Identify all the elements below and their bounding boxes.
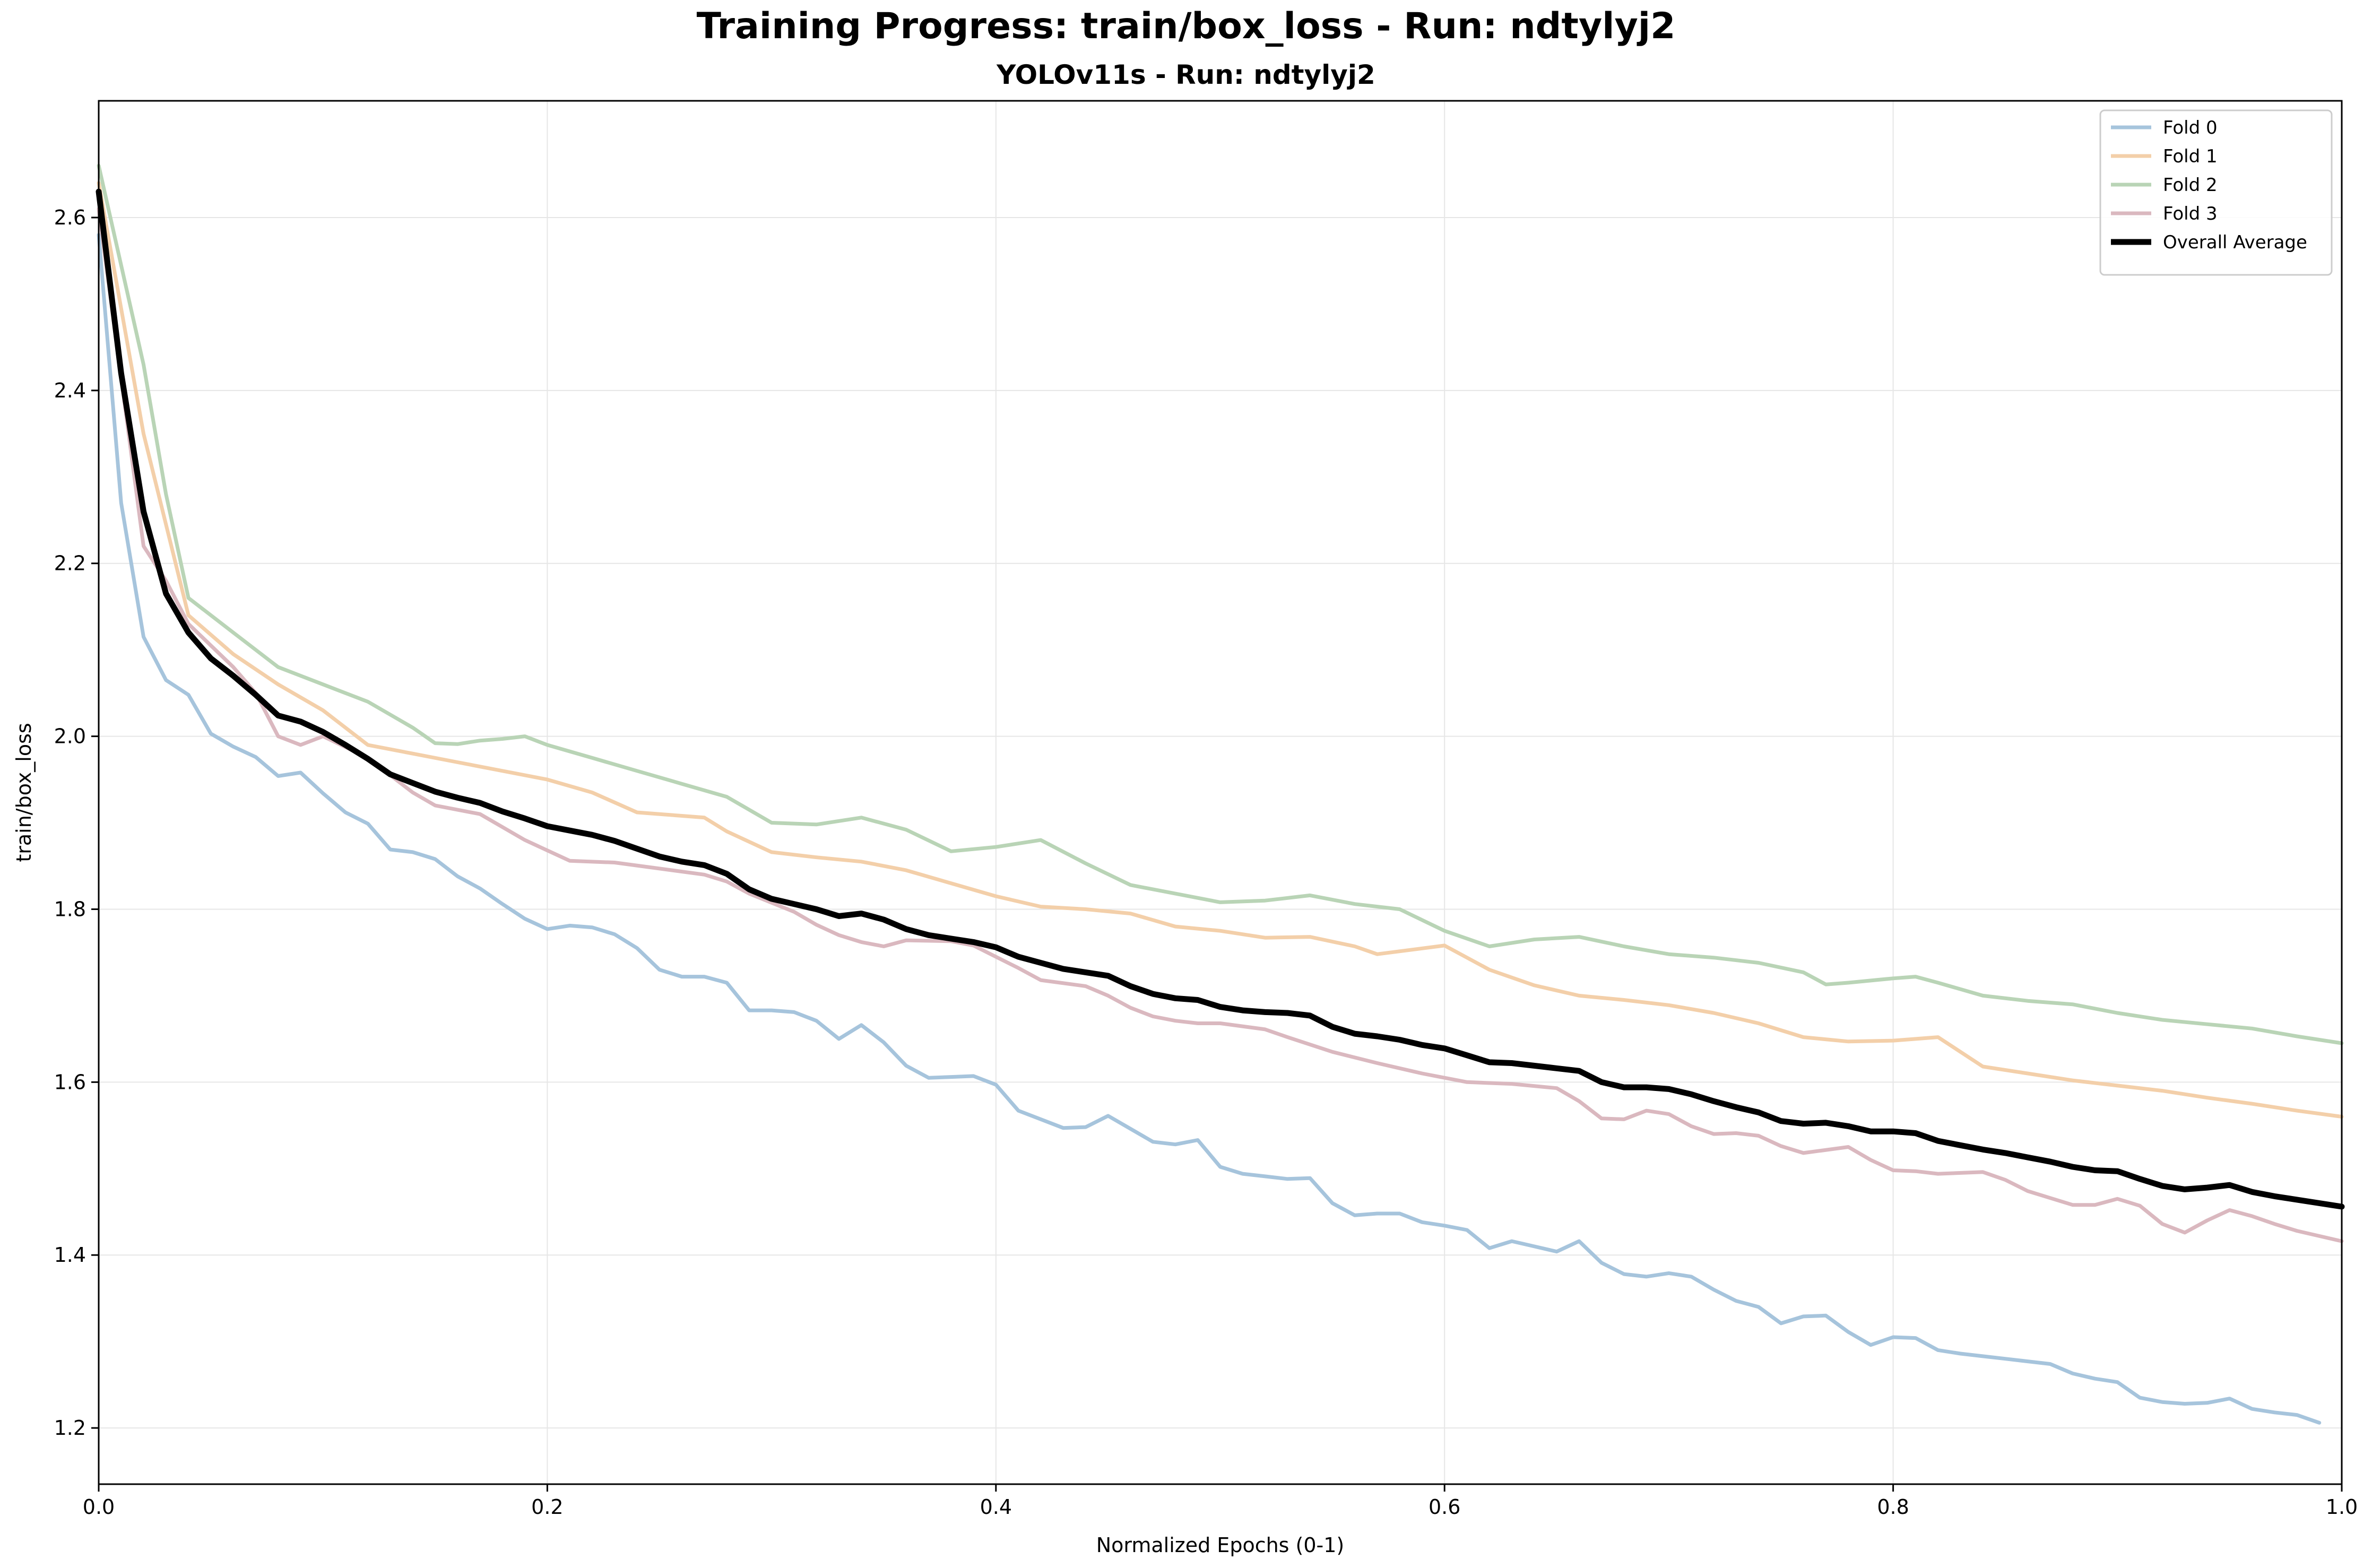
chart-title: Training Progress: train/box_loss - Run:…	[696, 5, 1676, 47]
series-line-fold-3	[97, 207, 2344, 1243]
y-tick-label: 2.6	[54, 206, 86, 229]
x-tick-label: 0.2	[531, 1495, 563, 1519]
y-axis-label: train/box_loss	[12, 723, 36, 862]
x-axis-label: Normalized Epochs (0-1)	[1096, 1534, 1345, 1557]
legend: Fold 0 Fold 1 Fold 2 Fold 3 Overall Average	[2099, 109, 2333, 276]
series-lines	[96, 163, 2345, 1425]
y-tick-label: 1.6	[54, 1070, 86, 1094]
y-tick-label: 2.0	[54, 725, 86, 748]
legend-label: Fold 2	[2163, 175, 2218, 196]
legend-label: Overall Average	[2163, 232, 2307, 253]
series-line-overall-average	[96, 188, 2345, 1210]
y-tick-label: 2.4	[54, 379, 86, 402]
y-tick-label: 1.8	[54, 897, 86, 921]
series-line-fold-2	[97, 163, 2344, 1045]
y-tick-label: 2.2	[54, 552, 86, 575]
x-tick-label: 0.0	[83, 1495, 115, 1519]
series-line-fold-0	[97, 233, 2322, 1425]
x-tick-label: 1.0	[2326, 1495, 2358, 1519]
y-tick-label: 1.2	[54, 1416, 86, 1440]
legend-label: Fold 0	[2163, 117, 2218, 138]
legend-box	[2099, 109, 2333, 276]
x-tick-label: 0.4	[980, 1495, 1012, 1519]
chart-subtitle: YOLOv11s - Run: ndtylyj2	[997, 59, 1375, 90]
legend-label: Fold 3	[2163, 203, 2218, 224]
x-tick-label: 0.6	[1429, 1495, 1460, 1519]
series-line-fold-1	[97, 181, 2344, 1119]
axis-ticks: 0.0 0.2 0.4 0.6 0.8 1.0 1.2 1.4 1.6 1.8 2.0 2.2 2.4 2…	[54, 206, 2358, 1519]
plot-frame	[98, 100, 2343, 1485]
y-tick-label: 1.4	[54, 1243, 86, 1267]
x-tick-label: 0.8	[1877, 1495, 1909, 1519]
legend-label: Fold 1	[2163, 146, 2218, 167]
